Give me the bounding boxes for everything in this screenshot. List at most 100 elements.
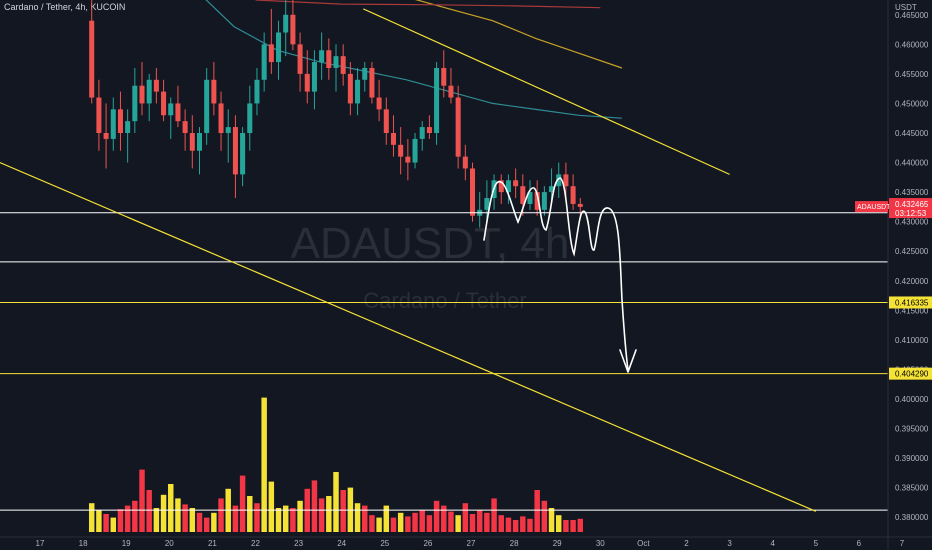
volume-bar — [476, 510, 483, 532]
time-tick-label: 3 — [727, 539, 732, 548]
volume-bar — [318, 498, 325, 532]
volume-bar — [462, 503, 469, 532]
volume-bar — [405, 516, 411, 532]
volume-bar — [139, 469, 145, 532]
candle-body — [110, 109, 116, 139]
volume-bar — [534, 490, 540, 532]
price-tick-label: 0.430000 — [895, 218, 929, 227]
time-tick-label: 26 — [423, 539, 432, 548]
volume-bar — [232, 505, 239, 532]
candle-body — [505, 180, 511, 193]
volume-bar — [146, 490, 152, 532]
candle-body — [570, 186, 576, 204]
volume-bar — [103, 514, 109, 532]
candle-body — [232, 127, 238, 175]
price-tick-label: 0.410000 — [895, 336, 929, 345]
volume-bar — [570, 520, 576, 532]
candle-body — [369, 67, 375, 98]
price-tick-label: 0.400000 — [895, 395, 929, 404]
time-tick-label: Oct — [637, 539, 650, 548]
volume-bar — [433, 500, 440, 532]
volume-bar — [383, 505, 390, 532]
candle-body — [419, 127, 425, 139]
trendline — [363, 8, 730, 175]
volume-bar — [282, 505, 289, 532]
candle-body — [319, 50, 325, 63]
candle-body — [175, 103, 181, 122]
volume-bar — [275, 508, 282, 532]
price-axis-unit: USDT — [895, 3, 917, 12]
moving-average-line — [414, 0, 623, 69]
volume-bar — [290, 508, 296, 532]
volume-bar — [196, 512, 203, 532]
volume-bar — [117, 509, 124, 532]
price-level-label: 0.416335 — [895, 298, 929, 307]
volume-bar — [153, 508, 160, 532]
candle-body — [520, 186, 526, 204]
watermark-symbol: ADAUSDT, 4h — [291, 219, 570, 268]
candle-body — [383, 109, 389, 133]
price-tick-label: 0.435000 — [895, 188, 929, 197]
volume-bar — [326, 496, 332, 532]
candle-body — [304, 73, 310, 92]
candle-body — [247, 103, 253, 133]
volume-bar — [397, 512, 404, 532]
time-tick-label: 19 — [122, 539, 131, 548]
symbol-badge-label: ADAUSDT — [857, 204, 891, 211]
candle-body — [434, 67, 440, 133]
candle-body — [376, 97, 382, 110]
moving-averages — [205, 0, 623, 119]
time-tick-label: 25 — [380, 539, 389, 548]
volume-bar — [96, 510, 102, 532]
volume-bar — [548, 508, 555, 532]
time-tick-label: 21 — [208, 539, 217, 548]
candle-body — [189, 133, 195, 151]
volume-bar — [218, 498, 224, 532]
candle-body — [161, 91, 167, 116]
candle-body — [462, 156, 468, 169]
volume-bar — [362, 505, 368, 532]
volume-bar — [254, 503, 260, 532]
volume-bar — [88, 503, 95, 532]
volume-bar — [441, 505, 447, 532]
volume-bar — [354, 503, 361, 532]
volume-bar — [239, 475, 246, 532]
time-tick-label: 2 — [684, 539, 689, 548]
price-tick-label: 0.395000 — [895, 425, 929, 434]
volume-bar — [484, 512, 490, 532]
candle-body — [347, 73, 353, 104]
candle-body — [218, 103, 224, 133]
candle-body — [333, 56, 339, 68]
horizontal-lines — [0, 212, 888, 511]
volume-bar — [124, 505, 131, 532]
time-tick-label: 22 — [251, 539, 260, 548]
watermark: ADAUSDT, 4h Cardano / Tether — [291, 219, 570, 313]
candle-body — [311, 62, 317, 92]
price-tick-label: 0.425000 — [895, 247, 929, 256]
candle-body — [211, 79, 217, 104]
candle-body — [469, 168, 476, 216]
chart-header-symbol: Cardano / Tether, 4h, KUCOIN — [4, 2, 126, 12]
candle-body — [103, 133, 109, 139]
price-axis-bg — [888, 0, 932, 550]
candles[interactable] — [89, 0, 583, 228]
candle-body — [139, 85, 145, 104]
volume-bar — [505, 517, 512, 532]
candle-body — [89, 20, 95, 98]
candle-body — [534, 192, 540, 210]
candle-body — [132, 85, 138, 122]
volume-bar — [455, 515, 461, 532]
projection-path — [483, 177, 629, 371]
current-price-label: 0.432465 — [895, 200, 929, 209]
candle-body — [405, 156, 411, 163]
price-tick-label: 0.420000 — [895, 277, 929, 286]
time-tick-label: 17 — [36, 539, 45, 548]
volume-bar — [448, 511, 454, 532]
candle-body — [355, 79, 361, 104]
price-tick-label: 0.450000 — [895, 99, 929, 108]
candle-body — [362, 67, 368, 80]
time-tick-label: 24 — [337, 539, 346, 548]
candle-body — [513, 180, 519, 187]
volume-bar — [541, 500, 548, 532]
